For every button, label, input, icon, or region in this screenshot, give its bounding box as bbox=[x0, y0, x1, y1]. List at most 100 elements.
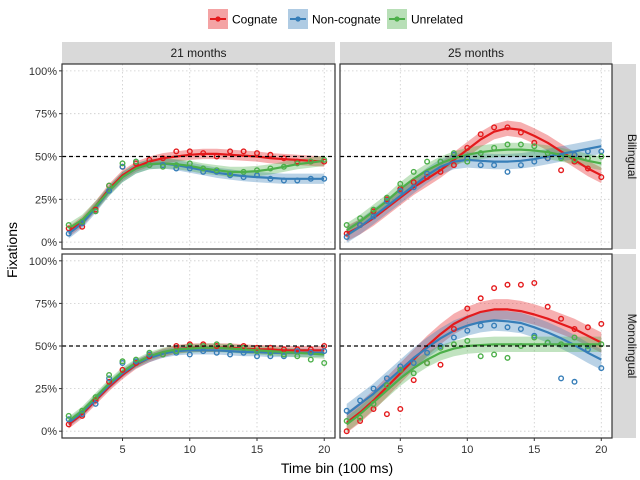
point-cognate bbox=[464, 144, 471, 151]
point-cognate bbox=[477, 295, 484, 302]
point-non-cognate bbox=[186, 351, 193, 358]
point-non-cognate bbox=[307, 349, 314, 356]
point-unrelated bbox=[558, 341, 565, 348]
point-cognate bbox=[383, 411, 390, 418]
point-non-cognate bbox=[370, 385, 377, 392]
point-unrelated bbox=[383, 194, 390, 201]
point-non-cognate bbox=[321, 175, 328, 182]
point-cognate bbox=[424, 174, 431, 181]
panel-monolingual-25-months bbox=[339, 253, 613, 439]
point-unrelated bbox=[477, 150, 484, 157]
legend-item-unrelated: Unrelated bbox=[387, 9, 463, 29]
line-cognate bbox=[346, 127, 602, 235]
point-non-cognate bbox=[65, 416, 72, 423]
point-non-cognate bbox=[517, 162, 524, 169]
point-unrelated bbox=[410, 370, 417, 377]
legend-item-cognate: Cognate bbox=[208, 9, 278, 29]
point-unrelated bbox=[186, 343, 193, 350]
point-non-cognate bbox=[321, 348, 328, 355]
point-unrelated bbox=[491, 351, 498, 358]
point-unrelated bbox=[357, 215, 364, 222]
point-cognate bbox=[200, 150, 207, 157]
point-cognate bbox=[92, 397, 99, 404]
point-non-cognate bbox=[491, 162, 498, 169]
point-unrelated bbox=[132, 158, 139, 165]
ribbon-unrelated bbox=[68, 343, 325, 426]
point-cognate bbox=[280, 155, 287, 162]
point-unrelated bbox=[119, 358, 126, 365]
point-unrelated bbox=[571, 156, 578, 163]
point-cognate bbox=[343, 230, 350, 237]
point-non-cognate bbox=[200, 168, 207, 175]
point-unrelated bbox=[240, 168, 247, 175]
point-unrelated bbox=[558, 155, 565, 162]
strip-label-25-months: 25 months bbox=[448, 46, 504, 60]
point-cognate bbox=[464, 305, 471, 312]
point-cognate bbox=[253, 344, 260, 351]
point-non-cognate bbox=[173, 165, 180, 172]
panel-bilingual-25-months bbox=[339, 63, 613, 250]
point-non-cognate bbox=[584, 346, 591, 353]
point-non-cognate bbox=[504, 168, 511, 175]
point-cognate bbox=[571, 326, 578, 333]
point-unrelated bbox=[132, 356, 139, 363]
x-axis-title: Time bin (100 ms) bbox=[281, 460, 393, 476]
point-non-cognate bbox=[383, 197, 390, 204]
point-cognate bbox=[437, 168, 444, 175]
point-unrelated bbox=[307, 356, 314, 363]
point-unrelated bbox=[424, 360, 431, 367]
point-unrelated bbox=[464, 158, 471, 165]
point-unrelated bbox=[383, 382, 390, 389]
point-non-cognate bbox=[477, 322, 484, 329]
point-non-cognate bbox=[92, 400, 99, 407]
point-unrelated bbox=[106, 372, 113, 379]
point-cognate bbox=[253, 150, 260, 157]
point-unrelated bbox=[253, 167, 260, 174]
point-non-cognate bbox=[450, 334, 457, 341]
point-non-cognate bbox=[343, 233, 350, 240]
point-non-cognate bbox=[307, 175, 314, 182]
point-cognate bbox=[397, 406, 404, 413]
point-cognate bbox=[598, 174, 605, 181]
point-unrelated bbox=[106, 182, 113, 189]
point-non-cognate bbox=[397, 363, 404, 370]
point-unrelated bbox=[294, 160, 301, 167]
y-tick-labels: 0% 25% 50% 75% 100% 0% 25% 50% 75% 100% bbox=[29, 66, 62, 438]
point-non-cognate bbox=[424, 170, 431, 177]
legend-label-non-cognate: Non-cognate bbox=[312, 13, 381, 27]
point-cognate bbox=[450, 326, 457, 333]
legend-dot-non-cognate bbox=[295, 16, 301, 22]
point-non-cognate bbox=[227, 351, 234, 358]
point-unrelated bbox=[92, 208, 99, 215]
point-cognate bbox=[584, 165, 591, 172]
point-cognate bbox=[343, 428, 350, 435]
x-tick-label: 10 bbox=[184, 444, 196, 456]
y-tick-label: 100% bbox=[29, 256, 57, 268]
point-unrelated bbox=[307, 158, 314, 165]
legend-label-cognate: Cognate bbox=[232, 13, 278, 27]
line-unrelated bbox=[68, 346, 325, 422]
point-unrelated bbox=[92, 394, 99, 401]
point-unrelated bbox=[159, 351, 166, 358]
ribbon-non-cognate bbox=[346, 138, 602, 243]
y-tick-label: 50% bbox=[35, 152, 57, 164]
point-non-cognate bbox=[294, 177, 301, 184]
point-unrelated bbox=[491, 144, 498, 151]
point-cognate bbox=[517, 129, 524, 136]
point-unrelated bbox=[544, 339, 551, 346]
point-cognate bbox=[186, 148, 193, 155]
x-tick-label: 15 bbox=[251, 444, 263, 456]
point-non-cognate bbox=[267, 353, 274, 360]
point-non-cognate bbox=[531, 158, 538, 165]
legend-dot-cognate bbox=[215, 16, 221, 22]
point-non-cognate bbox=[357, 397, 364, 404]
point-cognate bbox=[531, 139, 538, 146]
point-cognate bbox=[491, 124, 498, 131]
point-non-cognate bbox=[464, 327, 471, 334]
point-non-cognate bbox=[79, 411, 86, 418]
ribbon-unrelated bbox=[68, 155, 325, 234]
point-unrelated bbox=[173, 162, 180, 169]
point-non-cognate bbox=[213, 349, 220, 356]
point-unrelated bbox=[397, 180, 404, 187]
